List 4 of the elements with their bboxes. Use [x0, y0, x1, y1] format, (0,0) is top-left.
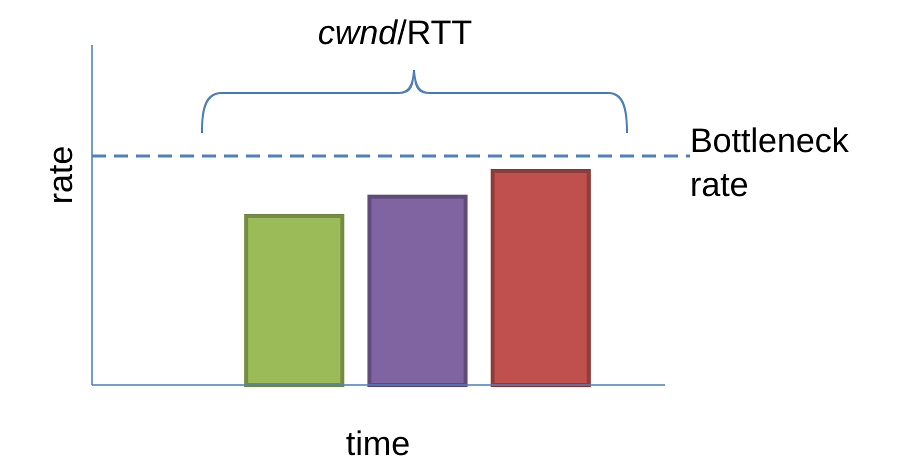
x-axis-title: time: [346, 425, 410, 463]
y-axis-title: rate: [42, 146, 80, 204]
ref-line-label: Bottleneck rate: [690, 122, 850, 204]
text: cwnd/RTT: [318, 14, 472, 52]
